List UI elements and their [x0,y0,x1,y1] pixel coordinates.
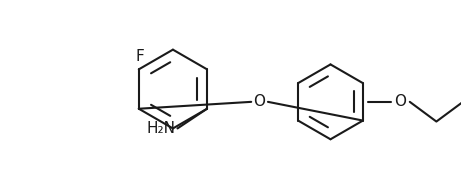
Text: O: O [253,94,266,109]
Text: F: F [135,49,144,64]
Text: H₂N: H₂N [146,121,175,136]
Text: O: O [394,94,406,109]
